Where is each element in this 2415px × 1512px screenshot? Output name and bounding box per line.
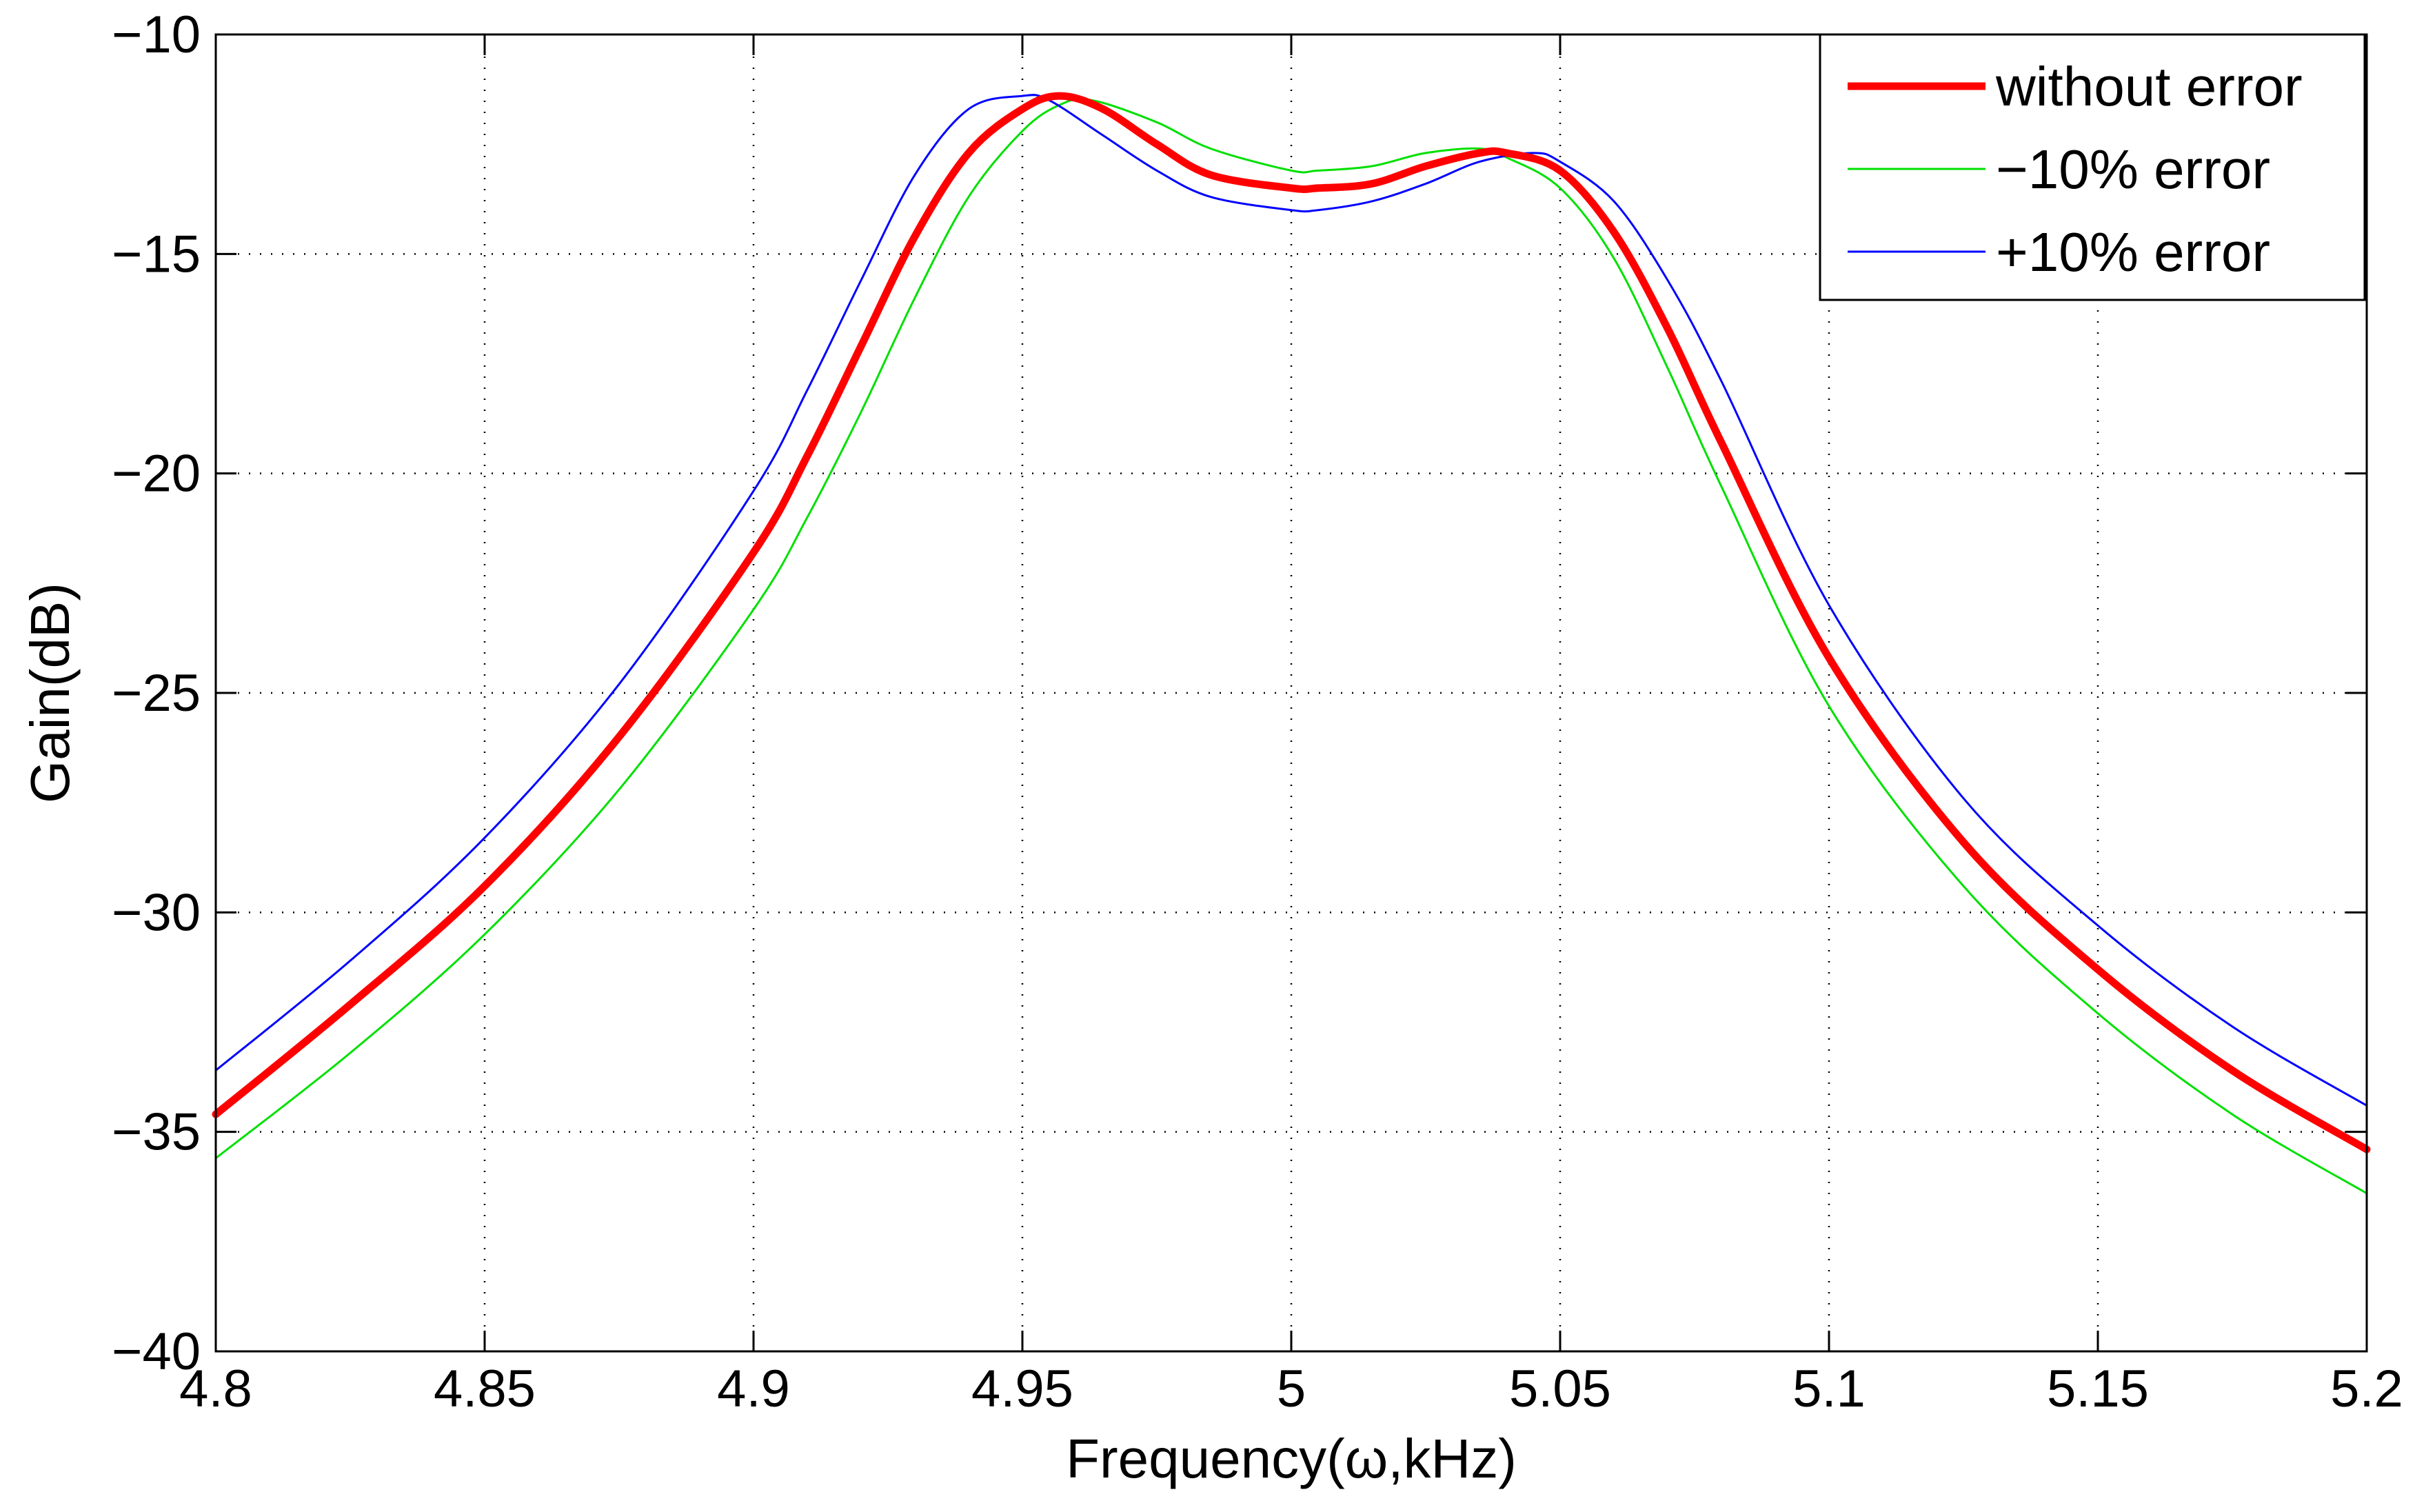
x-tick-label: 5	[1277, 1360, 1306, 1418]
x-tick-label: 4.85	[434, 1360, 536, 1418]
y-tick-label: −25	[112, 664, 201, 723]
x-tick-label: 4.9	[717, 1360, 790, 1418]
legend-label: +10% error	[1996, 221, 2270, 283]
y-tick-label: −15	[112, 225, 201, 283]
x-tick-label: 4.8	[179, 1360, 252, 1418]
y-tick-label: −40	[112, 1322, 201, 1381]
series-line-1	[214, 98, 2368, 1195]
x-tick-label: 4.95	[971, 1360, 1073, 1418]
x-tick-label: 5.05	[1509, 1360, 1611, 1418]
x-tick-label: 5.1	[1792, 1360, 1866, 1418]
legend-label: −10% error	[1996, 139, 2270, 200]
x-tick-labels: 4.8 4.85 4.9 4.95 5 5.05 5.1 5.15 5.2	[179, 1360, 2403, 1418]
y-tick-label: −35	[112, 1103, 201, 1162]
series-line-0	[212, 92, 2371, 1153]
y-tick-label: −20	[112, 445, 201, 503]
x-tick-label: 5.15	[2047, 1360, 2149, 1418]
y-tick-labels: −40 −35 −30 −25 −20 −15 −10	[112, 6, 201, 1381]
x-tick-label: 5.2	[2330, 1360, 2403, 1418]
series-line-2	[214, 94, 2368, 1107]
legend-entries: without error −10% error +10% error	[1848, 56, 2303, 283]
y-tick-label: −30	[112, 883, 201, 942]
y-tick-label: −10	[112, 6, 201, 64]
y-axis-label: Gain(dB)	[19, 583, 81, 803]
legend: without error −10% error +10% error	[1819, 33, 2366, 301]
legend-label: without error	[1995, 56, 2303, 117]
series-lines	[212, 92, 2371, 1195]
legend-entry: +10% error	[1848, 221, 2270, 283]
x-axis-label: Frequency(ω,kHz)	[1066, 1428, 1517, 1489]
legend-box	[1819, 33, 2366, 301]
legend-entry: −10% error	[1848, 139, 2270, 200]
legend-entry: without error	[1848, 56, 2303, 117]
